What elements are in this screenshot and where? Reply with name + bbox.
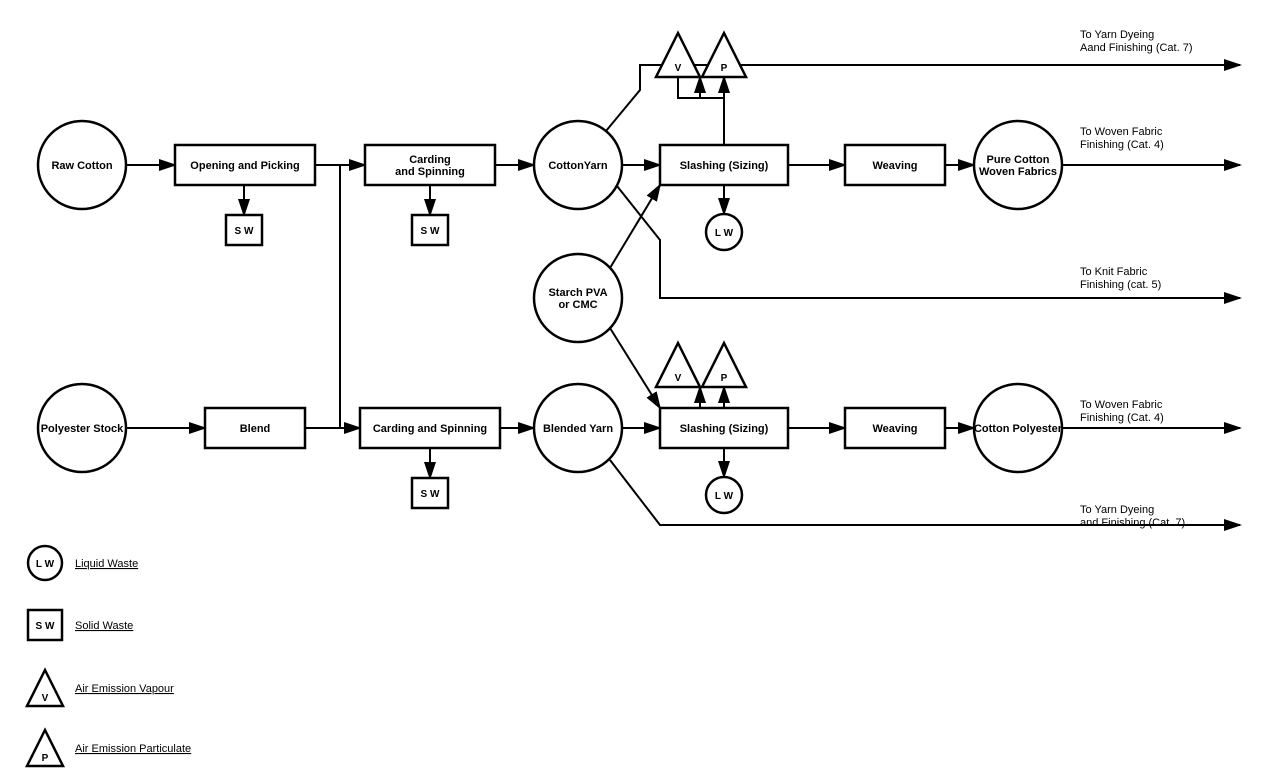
node-raw_cotton: Raw Cotton [38,121,126,209]
node-opening: Opening and Picking [175,145,315,185]
legend-lw: L W Liquid Waste [28,546,138,580]
svg-text:L W: L W [715,228,734,239]
svg-text:V: V [42,693,49,704]
svg-text:S W: S W [421,226,440,237]
svg-text:V: V [675,373,682,384]
node-weaving1: Weaving [845,145,945,185]
node-weaving2: Weaving [845,408,945,448]
svg-text:Woven Fabrics: Woven Fabrics [979,166,1057,178]
svg-text:Pure Cotton: Pure Cotton [987,154,1050,166]
svg-text:Blended Yarn: Blended Yarn [543,423,613,435]
svg-text:Cotton Polyester: Cotton Polyester [974,423,1063,435]
node-cotton_poly: Cotton Polyester [974,384,1063,472]
edge-vp1_branch-p1 [700,77,724,98]
svg-text:Finishing (cat. 5): Finishing (cat. 5) [1080,279,1161,291]
output-woven1: To Woven Fabric [1080,126,1163,138]
svg-text:Finishing (Cat. 4): Finishing (Cat. 4) [1080,412,1164,424]
node-v1: V [656,33,700,77]
node-p1: P [702,33,746,77]
node-p2: P [702,343,746,387]
svg-text:S W: S W [235,226,254,237]
node-lw2: L W [706,477,742,513]
svg-text:Carding: Carding [409,154,451,166]
output-yarn_dye1: To Yarn Dyeing [1080,29,1154,41]
node-slashing2: Slashing (Sizing) [660,408,788,448]
svg-text:Blend: Blend [240,423,271,435]
node-blended_yarn: Blended Yarn [534,384,622,472]
node-pure_cotton: Pure CottonWoven Fabrics [974,121,1062,209]
svg-text:or CMC: or CMC [558,299,597,311]
node-polyester_stock: Polyester Stock [38,384,126,472]
node-starch: Starch PVAor CMC [534,254,622,342]
flowchart-canvas: Raw CottonOpening and PickingCardingand … [0,0,1270,783]
output-knit: To Knit Fabric [1080,266,1148,278]
svg-text:and Finishing (Cat. 7): and Finishing (Cat. 7) [1080,517,1185,529]
svg-text:Finishing (Cat. 4): Finishing (Cat. 4) [1080,139,1164,151]
svg-text:P: P [721,373,728,384]
svg-text:Weaving: Weaving [872,160,917,172]
output-woven2: To Woven Fabric [1080,399,1163,411]
legend-v: V Air Emission Vapour [27,670,174,706]
svg-text:Air Emission Particulate: Air Emission Particulate [75,743,191,755]
svg-text:Liquid Waste: Liquid Waste [75,558,138,570]
node-sw1: S W [226,215,262,245]
svg-text:Carding and Spinning: Carding and Spinning [373,423,487,435]
svg-text:Raw Cotton: Raw Cotton [51,160,112,172]
node-v2: V [656,343,700,387]
node-lw1: L W [706,214,742,250]
svg-text:P: P [42,753,49,764]
legend-sw: S W Solid Waste [28,610,133,640]
output-yarn_dye2: To Yarn Dyeing [1080,504,1154,516]
svg-text:V: V [675,63,682,74]
edge-starch-slashing1 [610,185,660,268]
svg-text:Weaving: Weaving [872,423,917,435]
svg-text:L W: L W [36,559,55,570]
svg-text:P: P [721,63,728,74]
node-carding2: Carding and Spinning [360,408,500,448]
svg-text:S W: S W [421,489,440,500]
svg-text:CottonYarn: CottonYarn [548,160,608,172]
node-carding1: Cardingand Spinning [365,145,495,185]
node-sw2: S W [412,215,448,245]
svg-text:and Spinning: and Spinning [395,166,465,178]
legend-p: P Air Emission Particulate [27,730,191,766]
svg-text:Opening and Picking: Opening and Picking [190,160,299,172]
svg-text:Slashing (Sizing): Slashing (Sizing) [680,160,769,172]
svg-text:Starch PVA: Starch PVA [548,287,607,299]
svg-text:Solid Waste: Solid Waste [75,620,133,632]
node-blend: Blend [205,408,305,448]
svg-text:S W: S W [36,621,55,632]
svg-text:Aand Finishing (Cat. 7): Aand Finishing (Cat. 7) [1080,42,1193,54]
node-slashing1: Slashing (Sizing) [660,145,788,185]
node-sw3: S W [412,478,448,508]
edge-slashing1-vp1 [700,77,724,145]
edge-starch-slashing2 [610,328,660,408]
svg-text:Air Emission Vapour: Air Emission Vapour [75,683,174,695]
svg-text:Polyester Stock: Polyester Stock [41,423,124,435]
node-cotton_yarn: CottonYarn [534,121,622,209]
svg-text:Slashing (Sizing): Slashing (Sizing) [680,423,769,435]
svg-text:L W: L W [715,491,734,502]
